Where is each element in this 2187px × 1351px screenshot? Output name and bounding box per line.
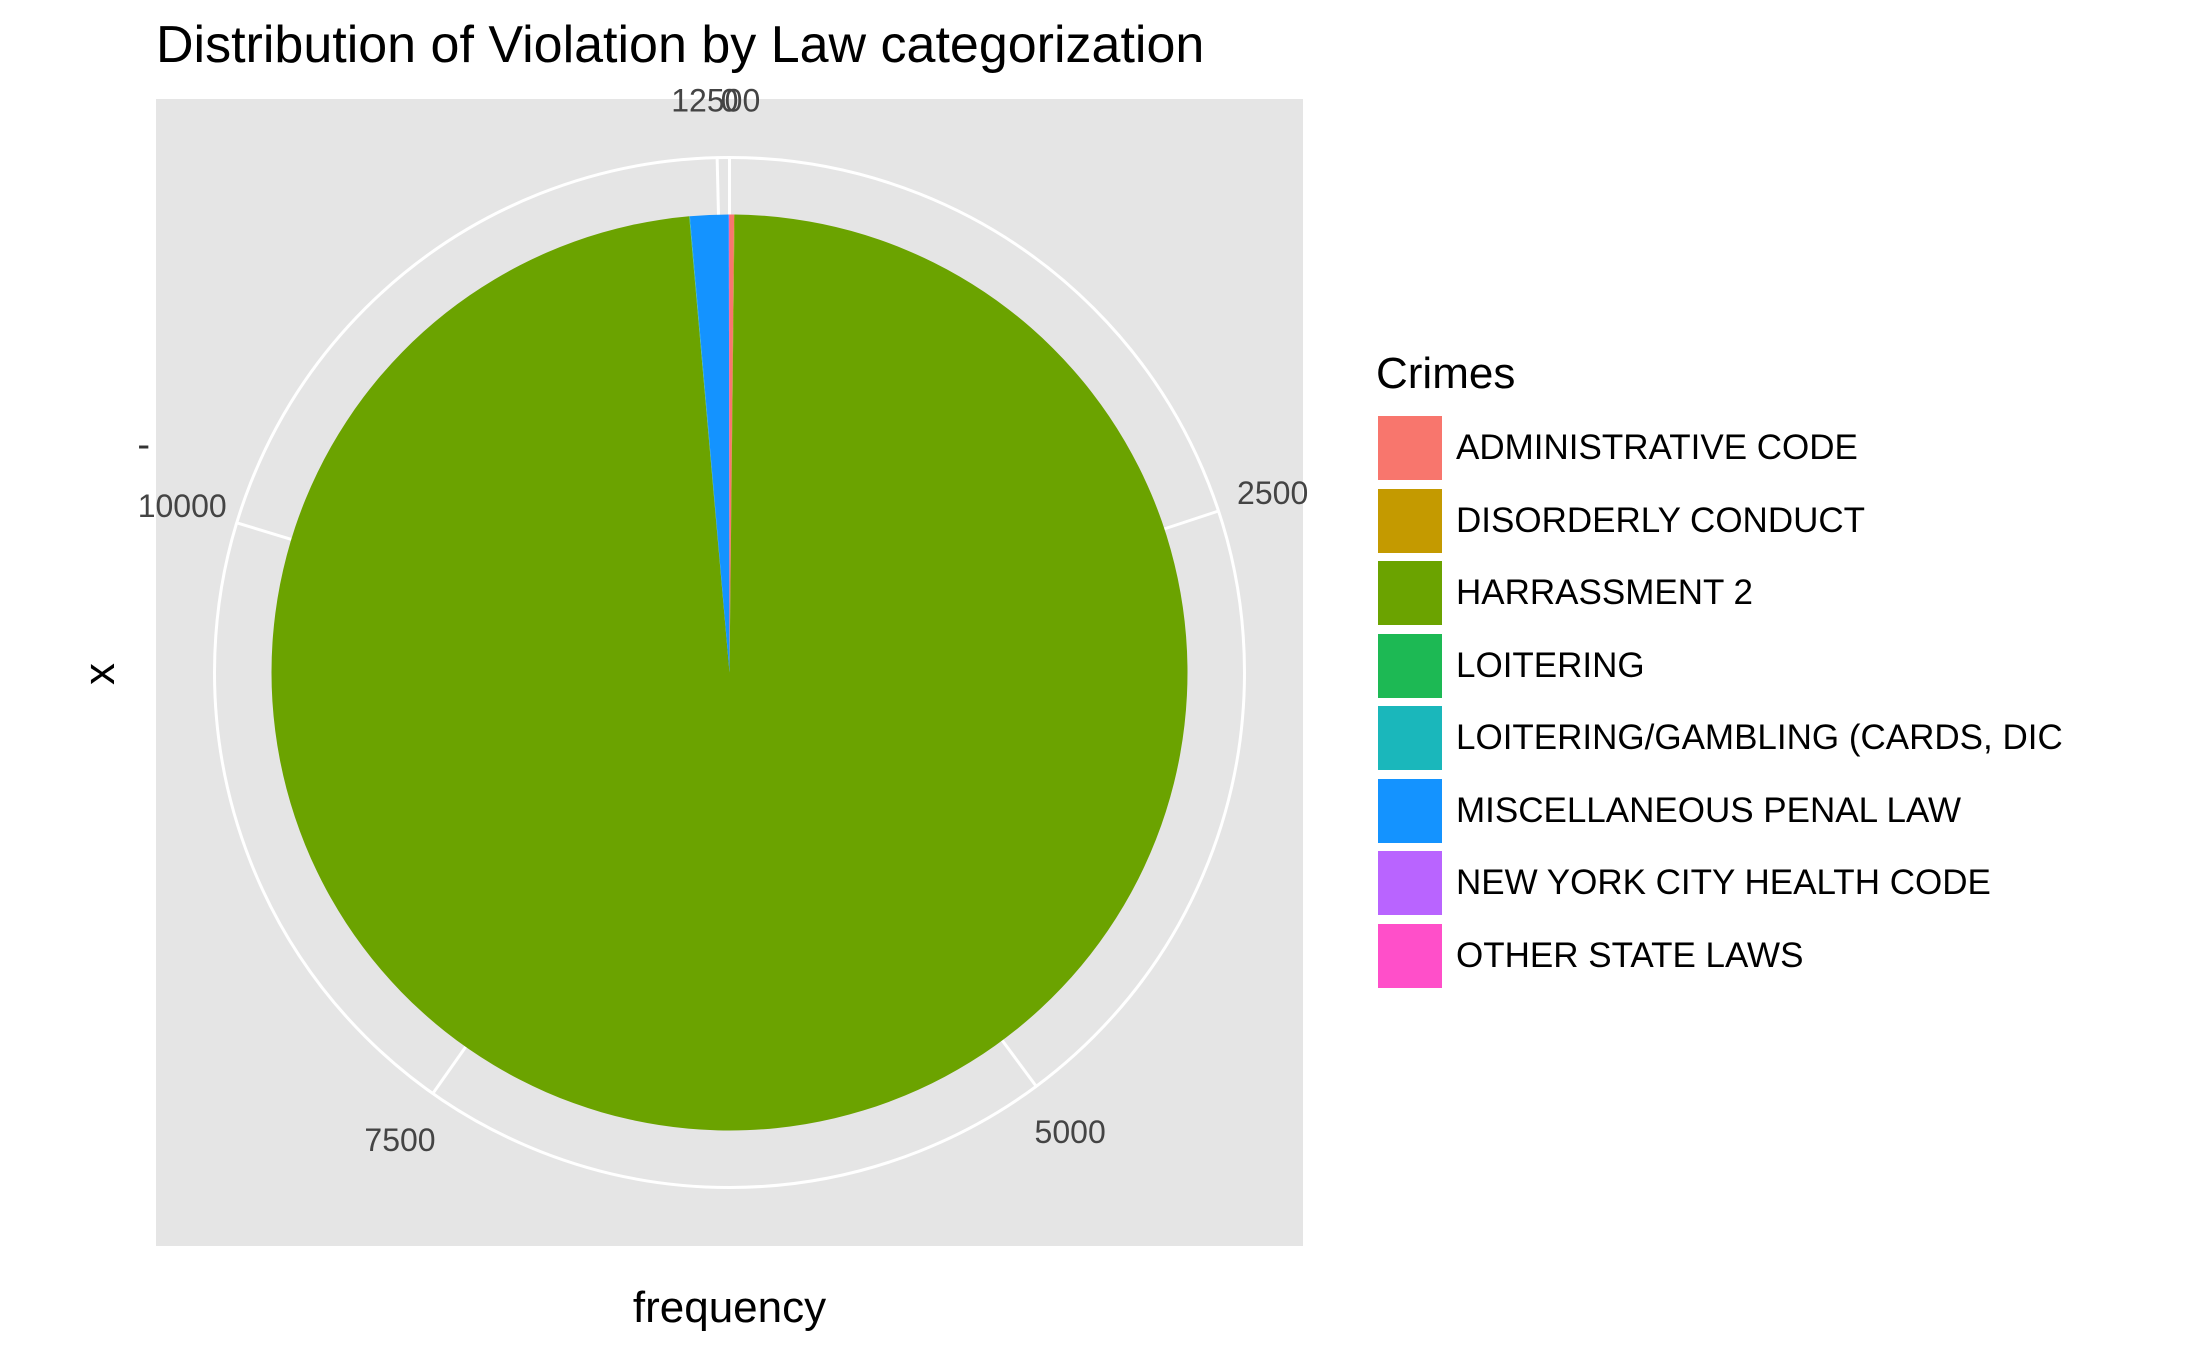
legend-item-new-york-city-health-code: NEW YORK CITY HEALTH CODE — [1376, 847, 2063, 920]
legend-label: LOITERING/GAMBLING (CARDS, DIC — [1456, 718, 2063, 758]
legend-label: HARRASSMENT 2 — [1456, 573, 1753, 613]
legend-key-swatch — [1376, 414, 1444, 483]
pie-slice-miscellaneous-penal-law — [689, 214, 730, 673]
radial-tick-label-2500: 2500 — [1237, 475, 1308, 511]
x-axis-title: frequency — [632, 1283, 827, 1332]
grid-spoke-7500 — [431, 1042, 470, 1095]
legend-item-other-state-laws: OTHER STATE LAWS — [1376, 920, 2063, 993]
legend-label: NEW YORK CITY HEALTH CODE — [1456, 863, 1991, 903]
legend-key-swatch — [1376, 776, 1444, 845]
legend-item-disorderly-conduct: DISORDERLY CONDUCT — [1376, 485, 2063, 558]
radial-tick-labels: 0 2500 5000 7500 10000 12500 — [138, 83, 1309, 1159]
pie-slice-new-york-city-health-code — [728, 214, 730, 673]
pie-slice-administrative-code — [729, 214, 735, 673]
grid-spoke-10000 — [236, 521, 296, 542]
legend-label: DISORDERLY CONDUCT — [1456, 500, 1866, 540]
pie-slices — [271, 214, 1188, 1131]
legend-item-harrassment-2: HARRASSMENT 2 — [1376, 557, 2063, 630]
legend-item-loitering: LOITERING — [1376, 630, 2063, 703]
legend-label: MISCELLANEOUS PENAL LAW — [1456, 790, 1962, 830]
legend: Crimes ADMINISTRATIVE CODE DISORDERLY CON… — [1376, 348, 2063, 992]
legend-item-miscellaneous-penal-law: MISCELLANEOUS PENAL LAW — [1376, 775, 2063, 848]
legend-key-swatch — [1376, 486, 1444, 555]
y-tick-label: - — [137, 424, 150, 466]
legend-key-swatch — [1376, 559, 1444, 628]
legend-label: LOITERING — [1456, 645, 1645, 685]
grid-spoke-2500 — [1160, 509, 1219, 532]
grid-spoke-5000 — [998, 1036, 1038, 1088]
radial-tick-label-12500: 12500 — [671, 83, 760, 119]
legend-title: Crimes — [1376, 349, 1516, 398]
pie-slice-harrassment-2 — [271, 214, 1188, 1131]
legend-label: OTHER STATE LAWS — [1456, 935, 1804, 975]
pie-slice-disorderly-conduct — [729, 214, 735, 673]
legend-item-loitering-gambling-cards-dic: LOITERING/GAMBLING (CARDS, DIC — [1376, 702, 2063, 775]
pie-slice-loitering — [689, 216, 730, 673]
grid-layer — [213, 156, 1246, 1189]
legend-item-administrative-code: ADMINISTRATIVE CODE — [1376, 412, 2063, 485]
legend-key-swatch — [1376, 631, 1444, 700]
radial-tick-label-10000: 10000 — [138, 488, 227, 524]
y-axis-title: x — [75, 663, 124, 685]
legend-label: ADMINISTRATIVE CODE — [1456, 428, 1858, 468]
grid-spoke-12500 — [715, 157, 721, 219]
radial-tick-label-7500: 7500 — [364, 1122, 435, 1158]
pie-slice-loitering-gambling-cards-dic — [689, 216, 730, 673]
radial-tick-label-5000: 5000 — [1035, 1114, 1106, 1150]
legend-key-swatch — [1376, 704, 1444, 773]
radial-tick-label-0: 0 — [721, 83, 739, 119]
legend-items: ADMINISTRATIVE CODE DISORDERLY CONDUCT HAR… — [1376, 412, 2063, 992]
chart-title: Distribution of Violation by Law categor… — [156, 16, 1205, 74]
legend-key-swatch — [1376, 921, 1444, 990]
legend-key-swatch — [1376, 849, 1444, 918]
